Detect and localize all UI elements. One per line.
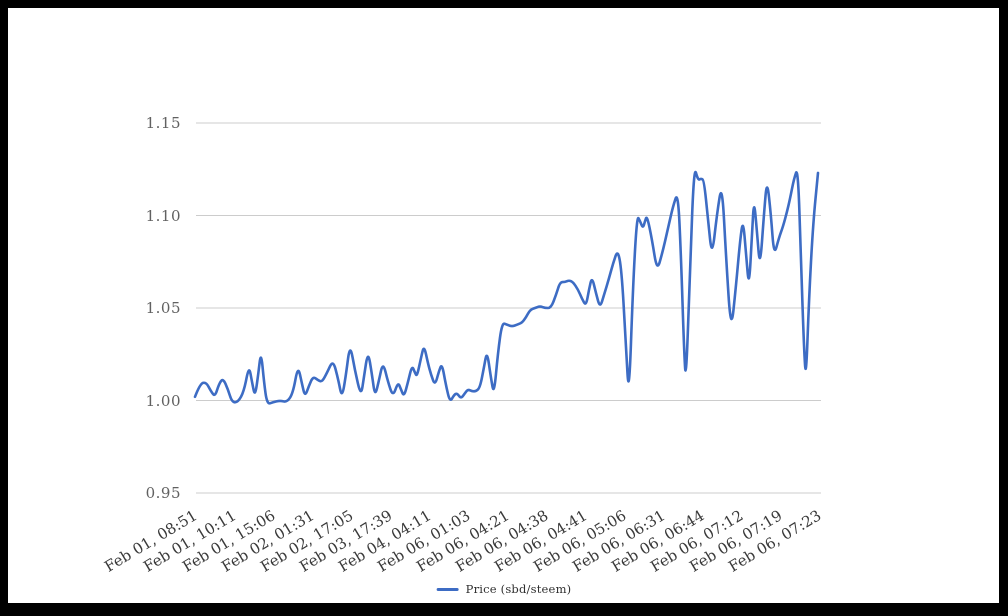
y-tick-label: 1.05 <box>145 299 181 317</box>
legend-line-swatch <box>436 587 459 591</box>
y-tick-label: 1.10 <box>145 206 181 225</box>
y-tick-label: 1.15 <box>145 114 181 132</box>
price-series-line <box>193 170 820 405</box>
y-tick-label: 1.00 <box>145 391 181 410</box>
y-tick-label: 0.95 <box>145 484 181 502</box>
legend-label: Price (sbd/steem) <box>465 582 572 596</box>
legend: Price (sbd/steem) <box>436 582 572 596</box>
